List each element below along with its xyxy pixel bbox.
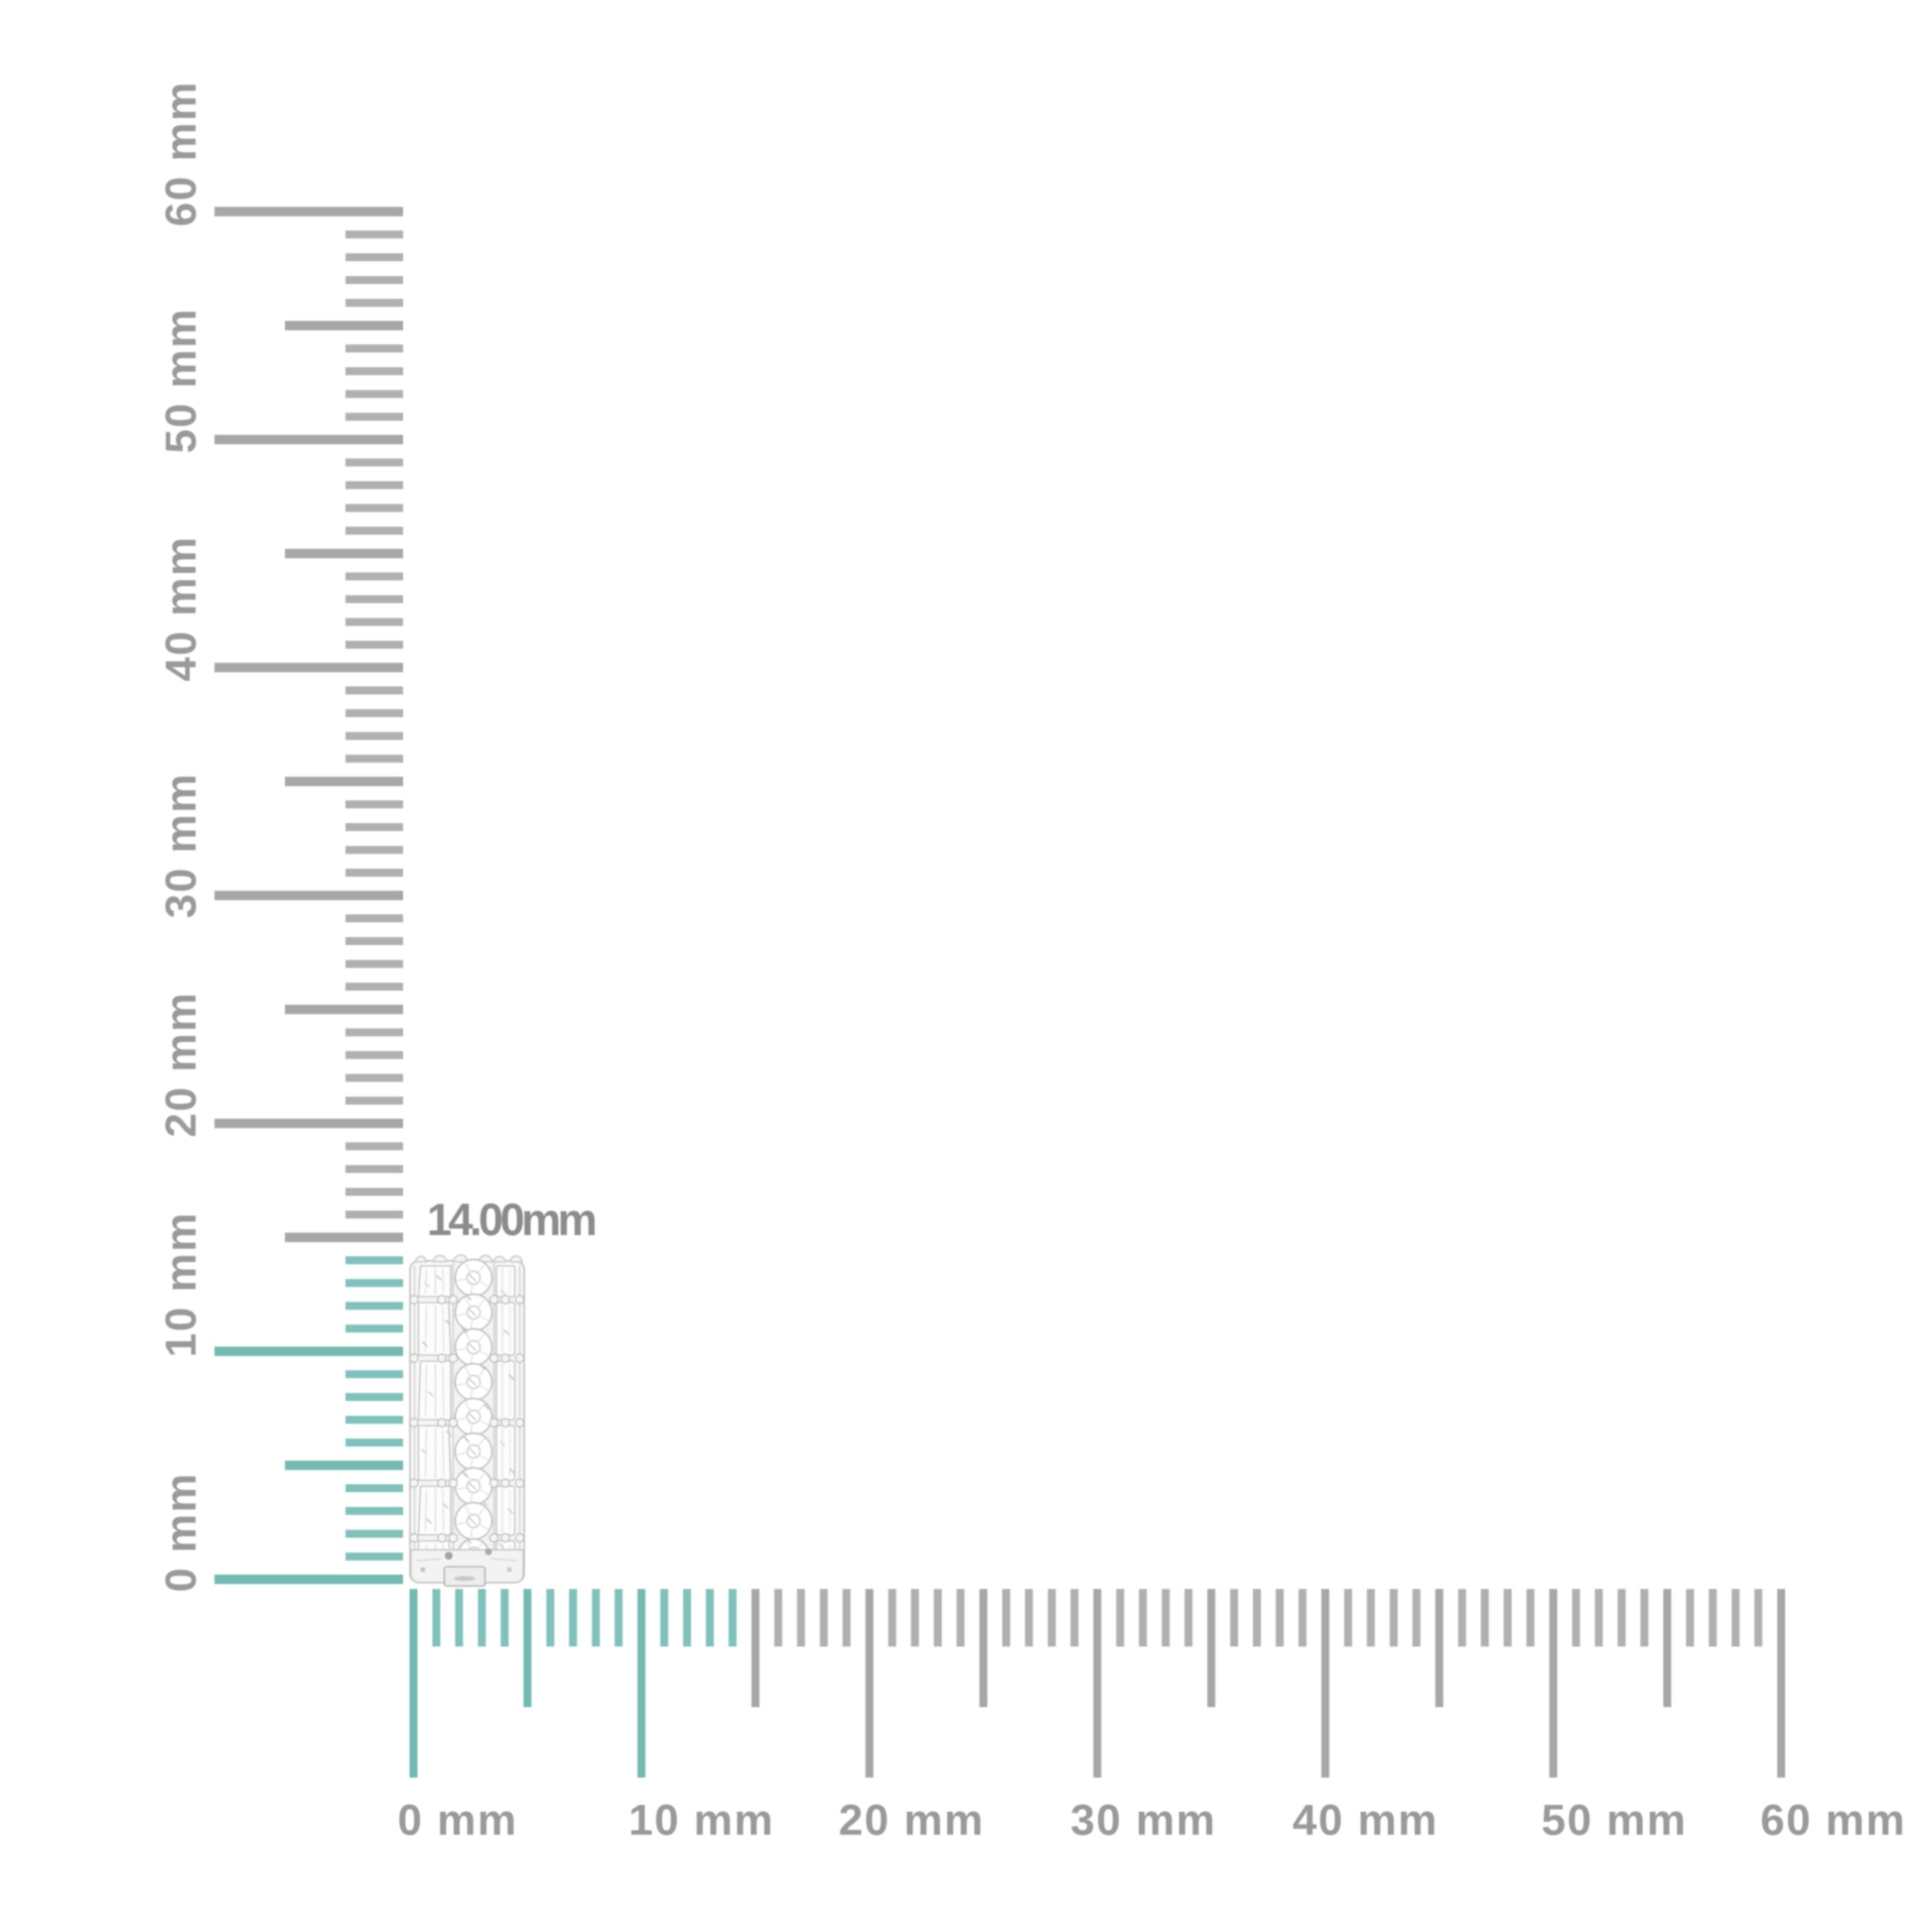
svg-text:40 mm: 40 mm [157,535,206,681]
svg-text:0 mm: 0 mm [157,1472,206,1592]
svg-text:30 mm: 30 mm [1070,1796,1216,1845]
svg-text:20 mm: 20 mm [157,992,206,1138]
svg-text:40 mm: 40 mm [1293,1796,1439,1845]
svg-text:30 mm: 30 mm [157,772,206,918]
svg-text:50 mm: 50 mm [157,308,206,454]
svg-text:60 mm: 60 mm [1760,1796,1906,1845]
svg-text:50 mm: 50 mm [1542,1796,1688,1845]
svg-text:0 mm: 0 mm [398,1796,518,1845]
svg-text:20 mm: 20 mm [839,1796,985,1845]
svg-text:10 mm: 10 mm [628,1796,774,1845]
svg-text:60 mm: 60 mm [157,80,206,226]
svg-text:10 mm: 10 mm [157,1211,206,1357]
svg-text:14.00mm: 14.00mm [427,1194,596,1245]
